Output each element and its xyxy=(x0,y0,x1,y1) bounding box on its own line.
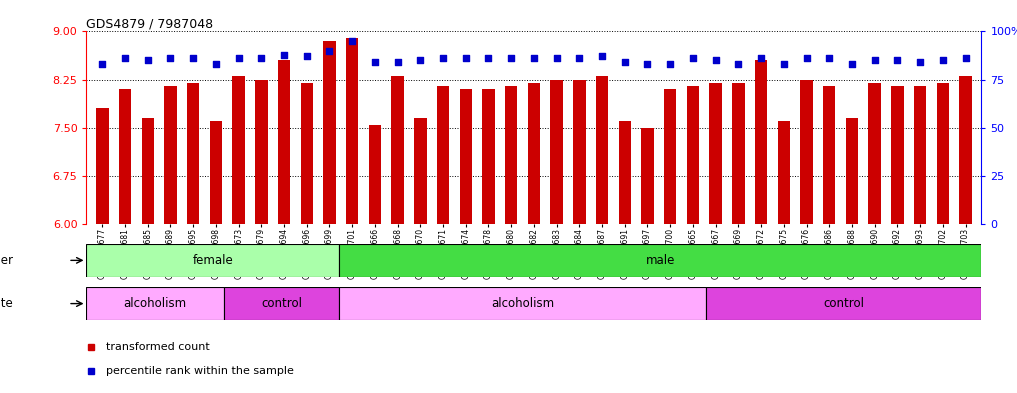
Bar xyxy=(732,83,744,224)
Bar xyxy=(187,83,199,224)
Bar xyxy=(460,89,472,224)
Bar xyxy=(141,118,154,224)
Point xyxy=(866,57,883,63)
Bar xyxy=(618,121,631,224)
Bar xyxy=(369,125,381,224)
Point xyxy=(708,57,724,63)
Point xyxy=(435,55,452,62)
Text: male: male xyxy=(646,254,675,267)
Bar xyxy=(642,128,654,224)
Point xyxy=(821,55,837,62)
Text: control: control xyxy=(261,297,302,310)
Point xyxy=(776,61,792,67)
Text: control: control xyxy=(823,297,864,310)
Point xyxy=(640,61,656,67)
Point xyxy=(95,61,111,67)
Point xyxy=(163,55,179,62)
Point xyxy=(548,55,564,62)
Bar xyxy=(710,83,722,224)
Point xyxy=(730,61,746,67)
Text: GDS4879 / 7987048: GDS4879 / 7987048 xyxy=(86,17,214,30)
Bar xyxy=(482,89,494,224)
Point xyxy=(139,57,156,63)
Bar xyxy=(224,287,339,320)
Bar xyxy=(686,86,699,224)
Text: female: female xyxy=(192,254,233,267)
Bar xyxy=(778,121,790,224)
Point xyxy=(957,55,973,62)
Bar xyxy=(414,118,426,224)
Text: disease state: disease state xyxy=(0,297,13,310)
Point xyxy=(684,55,701,62)
Bar xyxy=(550,79,562,224)
Text: gender: gender xyxy=(0,254,13,267)
Bar xyxy=(323,41,336,224)
Point xyxy=(185,55,201,62)
Bar xyxy=(528,83,540,224)
Bar xyxy=(164,86,177,224)
Point xyxy=(572,55,588,62)
Point xyxy=(253,55,270,62)
Bar xyxy=(339,244,981,277)
Bar xyxy=(86,287,224,320)
Bar xyxy=(210,121,222,224)
Point xyxy=(207,61,224,67)
Bar xyxy=(346,38,358,224)
Point xyxy=(117,55,133,62)
Bar xyxy=(255,79,267,224)
Bar xyxy=(914,86,926,224)
Bar xyxy=(846,118,858,224)
Point xyxy=(753,55,769,62)
Bar xyxy=(278,60,290,224)
Bar xyxy=(301,83,313,224)
Bar xyxy=(937,83,949,224)
Bar xyxy=(574,79,586,224)
Text: percentile rank within the sample: percentile rank within the sample xyxy=(106,366,294,376)
Point xyxy=(889,57,905,63)
Text: transformed count: transformed count xyxy=(106,342,210,352)
Bar xyxy=(96,108,109,224)
Bar xyxy=(664,89,676,224)
Point xyxy=(935,57,951,63)
Bar xyxy=(869,83,881,224)
Point xyxy=(458,55,474,62)
Bar xyxy=(119,89,131,224)
Point xyxy=(480,55,496,62)
Point xyxy=(662,61,678,67)
Bar xyxy=(823,86,835,224)
Bar xyxy=(891,86,904,224)
Point xyxy=(299,53,315,60)
Bar xyxy=(392,76,404,224)
Bar xyxy=(800,79,813,224)
Point xyxy=(616,59,633,65)
Point xyxy=(798,55,815,62)
Point xyxy=(367,59,383,65)
Point xyxy=(503,55,520,62)
Point xyxy=(412,57,428,63)
Bar xyxy=(437,86,450,224)
Point xyxy=(344,38,360,44)
Text: alcoholism: alcoholism xyxy=(491,297,554,310)
Bar xyxy=(339,287,706,320)
Bar xyxy=(959,76,972,224)
Bar xyxy=(706,287,981,320)
Point xyxy=(912,59,929,65)
Bar xyxy=(86,244,339,277)
Point xyxy=(526,55,542,62)
Bar xyxy=(505,86,518,224)
Text: alcoholism: alcoholism xyxy=(124,297,187,310)
Bar xyxy=(596,76,608,224)
Point xyxy=(594,53,610,60)
Point xyxy=(844,61,860,67)
Point xyxy=(321,48,338,54)
Point xyxy=(231,55,247,62)
Point xyxy=(276,51,292,58)
Point xyxy=(390,59,406,65)
Bar xyxy=(755,60,767,224)
Bar xyxy=(233,76,245,224)
